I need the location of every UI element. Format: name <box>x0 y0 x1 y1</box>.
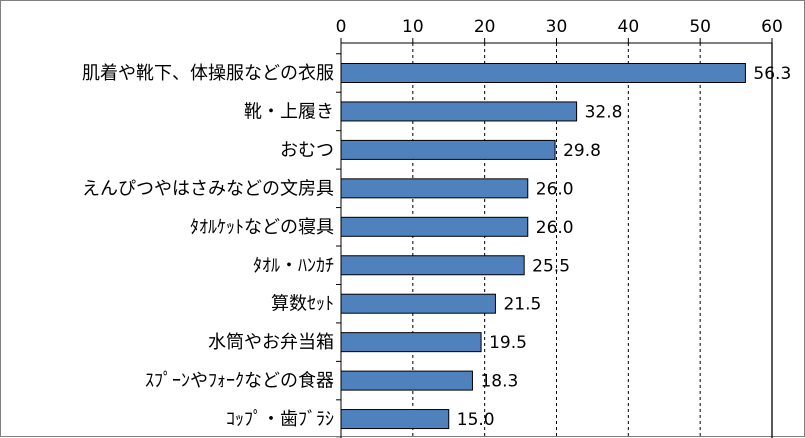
x-tick-label: 60 <box>761 17 783 37</box>
grid-lines <box>412 43 773 438</box>
data-label: 56.3 <box>753 64 791 84</box>
bar <box>340 409 450 430</box>
bar <box>340 332 482 353</box>
category-label: えんぴつやはさみなどの文房具 <box>82 178 334 199</box>
x-tick-label: 20 <box>474 17 496 37</box>
x-tick-label: 30 <box>546 17 568 37</box>
data-label: 26.0 <box>536 218 574 238</box>
x-tick-label: 0 <box>336 17 347 37</box>
bar <box>340 370 473 391</box>
bar <box>340 216 529 237</box>
category-label: ﾀｵﾙ・ﾊﾝｶﾁ <box>253 255 334 276</box>
bar <box>340 255 525 276</box>
category-label: ｺｯﾌﾟ・歯ﾌﾞﾗｼ <box>226 409 334 430</box>
x-tick-label: 50 <box>689 17 711 37</box>
data-label: 15.0 <box>457 410 495 430</box>
data-label: 26.0 <box>536 179 574 199</box>
bar <box>340 139 556 160</box>
data-label: 19.5 <box>489 333 527 353</box>
category-label: おむつ <box>280 140 334 161</box>
axes <box>336 38 773 438</box>
tick-labels: 0 10 20 30 40 50 60 <box>336 17 783 37</box>
bar <box>340 101 578 122</box>
data-label: 18.3 <box>480 372 518 392</box>
category-label: 肌着や靴下、体操服などの衣服 <box>82 63 334 84</box>
category-label: 靴・上履き <box>244 101 334 122</box>
data-label: 29.8 <box>563 141 601 161</box>
category-label: 水筒やお弁当箱 <box>208 332 334 353</box>
bar <box>340 63 746 83</box>
x-tick-label: 40 <box>618 17 640 37</box>
category-label: ｽﾌﾟｰﾝやﾌｫｰｸなどの食器 <box>145 371 334 392</box>
data-label: 25.5 <box>532 256 570 276</box>
data-label: 32.8 <box>585 102 623 122</box>
data-label: 21.5 <box>503 295 541 315</box>
bar <box>340 178 529 199</box>
category-label: 算数ｾｯﾄ <box>271 294 334 315</box>
data-labels: 56.3 32.8 29.8 26.0 26.0 25.5 21.5 19.5 18.3 15.0 <box>457 64 792 430</box>
bar <box>340 293 496 314</box>
bars <box>340 63 746 430</box>
category-label: ﾀｵﾙｹｯﾄなどの寝具 <box>190 217 334 238</box>
x-tick-label: 10 <box>402 17 424 37</box>
